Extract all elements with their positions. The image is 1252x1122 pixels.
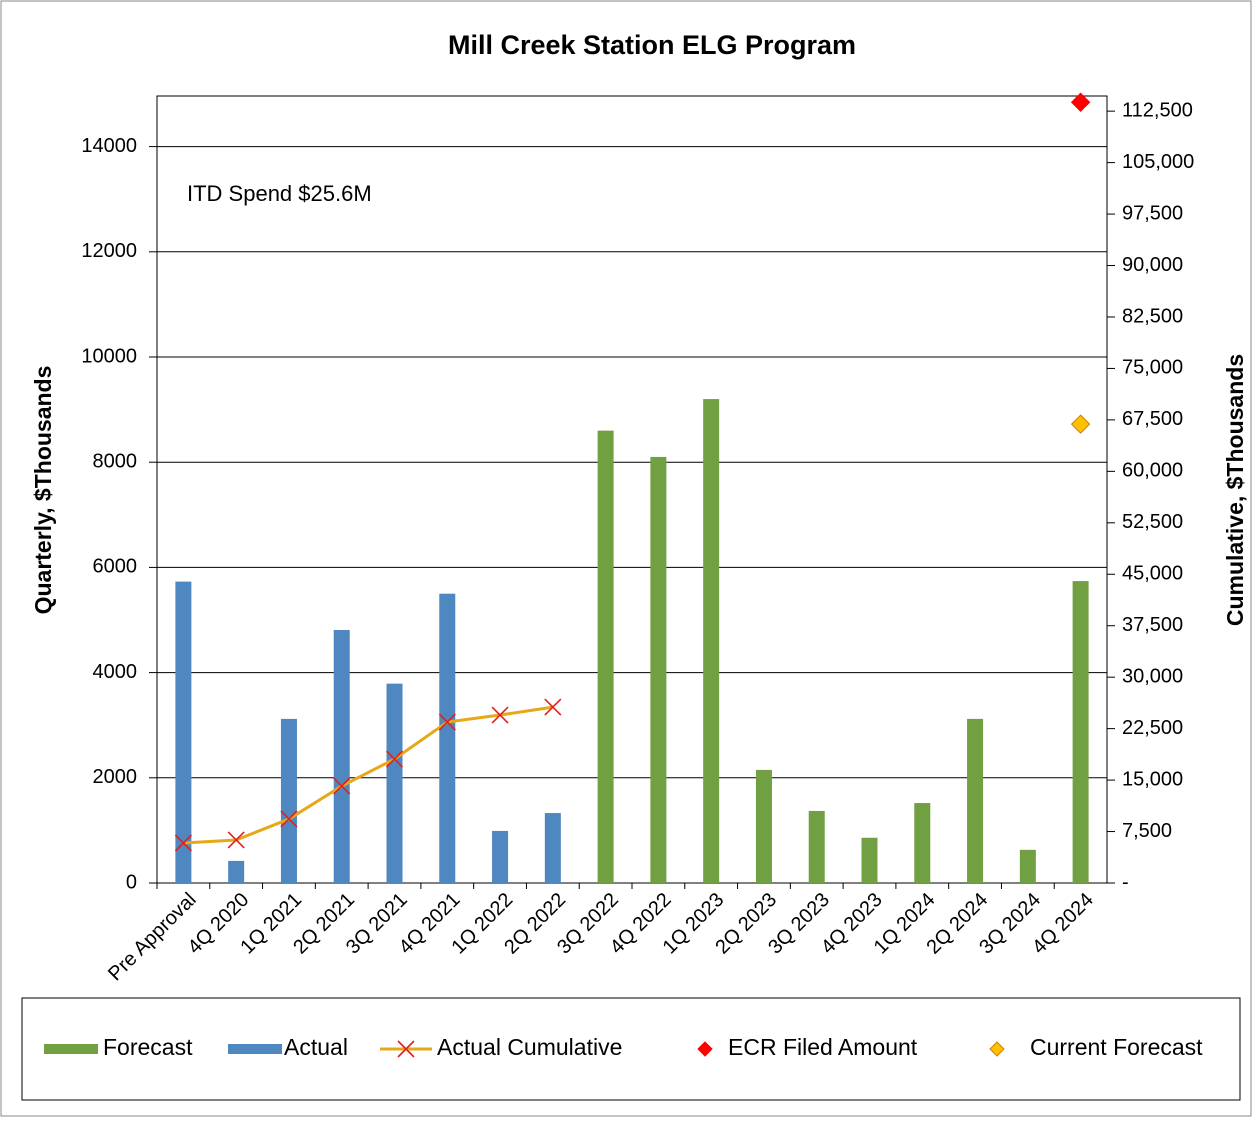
legend-label: Current Forecast [1030, 1034, 1203, 1060]
legend-label: Actual Cumulative [437, 1034, 622, 1060]
y2-tick-label: 37,500 [1122, 614, 1183, 636]
bar [650, 456, 667, 883]
y2-tick-label: 67,500 [1122, 408, 1183, 430]
y2-tick-label: 7,500 [1122, 820, 1172, 842]
line-marker [438, 713, 456, 731]
chart-title: Mill Creek Station ELG Program [448, 30, 856, 60]
bar [544, 813, 561, 883]
y-tick-label: 2000 [93, 766, 138, 788]
y-axis-label: Quarterly, $Thousands [30, 366, 56, 615]
legend-label: Forecast [103, 1034, 193, 1060]
y-tick-label: 4000 [93, 661, 138, 683]
bar [703, 399, 720, 883]
y2-tick-label: 75,000 [1122, 357, 1183, 379]
y2-tick-label: 15,000 [1122, 768, 1183, 790]
line-marker [174, 834, 192, 852]
bar [175, 581, 192, 883]
y-tick-label: 12000 [81, 240, 137, 262]
y-tick-label: 8000 [93, 450, 138, 472]
bar [808, 810, 825, 883]
y2-tick-label: - [1122, 871, 1129, 893]
y2-tick-label: 52,500 [1122, 511, 1183, 533]
y2-axis-label: Cumulative, $Thousands [1222, 354, 1248, 626]
bar [1019, 849, 1036, 883]
y2-tick-label: 90,000 [1122, 254, 1183, 276]
bar [492, 830, 509, 883]
legend-swatch [44, 1044, 98, 1054]
y-tick-label: 6000 [93, 556, 138, 578]
legend-marker [397, 1040, 415, 1058]
line-marker [544, 698, 562, 716]
y2-tick-label: 30,000 [1122, 665, 1183, 687]
legend-box [21, 997, 1241, 1101]
legend-label: Actual [284, 1034, 348, 1060]
bar [597, 430, 614, 883]
y2-tick-label: 97,500 [1122, 202, 1183, 224]
point [1070, 92, 1091, 112]
bar [386, 683, 403, 883]
y-tick-label: 14000 [81, 135, 137, 157]
bar [280, 718, 297, 883]
line-marker [280, 810, 298, 828]
y2-tick-label: 105,000 [1122, 151, 1194, 173]
line-marker [491, 706, 509, 724]
legend-swatch [697, 1041, 713, 1057]
bar [861, 837, 878, 883]
y2-tick-label: 45,000 [1122, 563, 1183, 585]
bar [755, 769, 772, 883]
legend-label: ECR Filed Amount [728, 1034, 918, 1060]
legend-swatch [228, 1044, 282, 1054]
y2-tick-label: 22,500 [1122, 717, 1183, 739]
y2-tick-label: 60,000 [1122, 460, 1183, 482]
y-tick-label: 10000 [81, 345, 137, 367]
annotation: ITD Spend $25.6M [187, 181, 372, 206]
y-tick-label: 0 [126, 871, 137, 893]
y2-tick-label: 112,500 [1122, 99, 1193, 121]
line [183, 705, 554, 845]
y2-tick-label: 82,500 [1122, 305, 1183, 327]
bar [1072, 581, 1089, 883]
bar [967, 718, 984, 883]
bar [439, 593, 456, 883]
bar [228, 860, 245, 883]
point [1070, 414, 1091, 434]
legend-swatch [989, 1041, 1005, 1057]
line-marker [385, 750, 404, 768]
bar [914, 803, 931, 883]
line-marker [227, 831, 245, 849]
line-marker [333, 777, 351, 795]
bar [333, 629, 350, 883]
